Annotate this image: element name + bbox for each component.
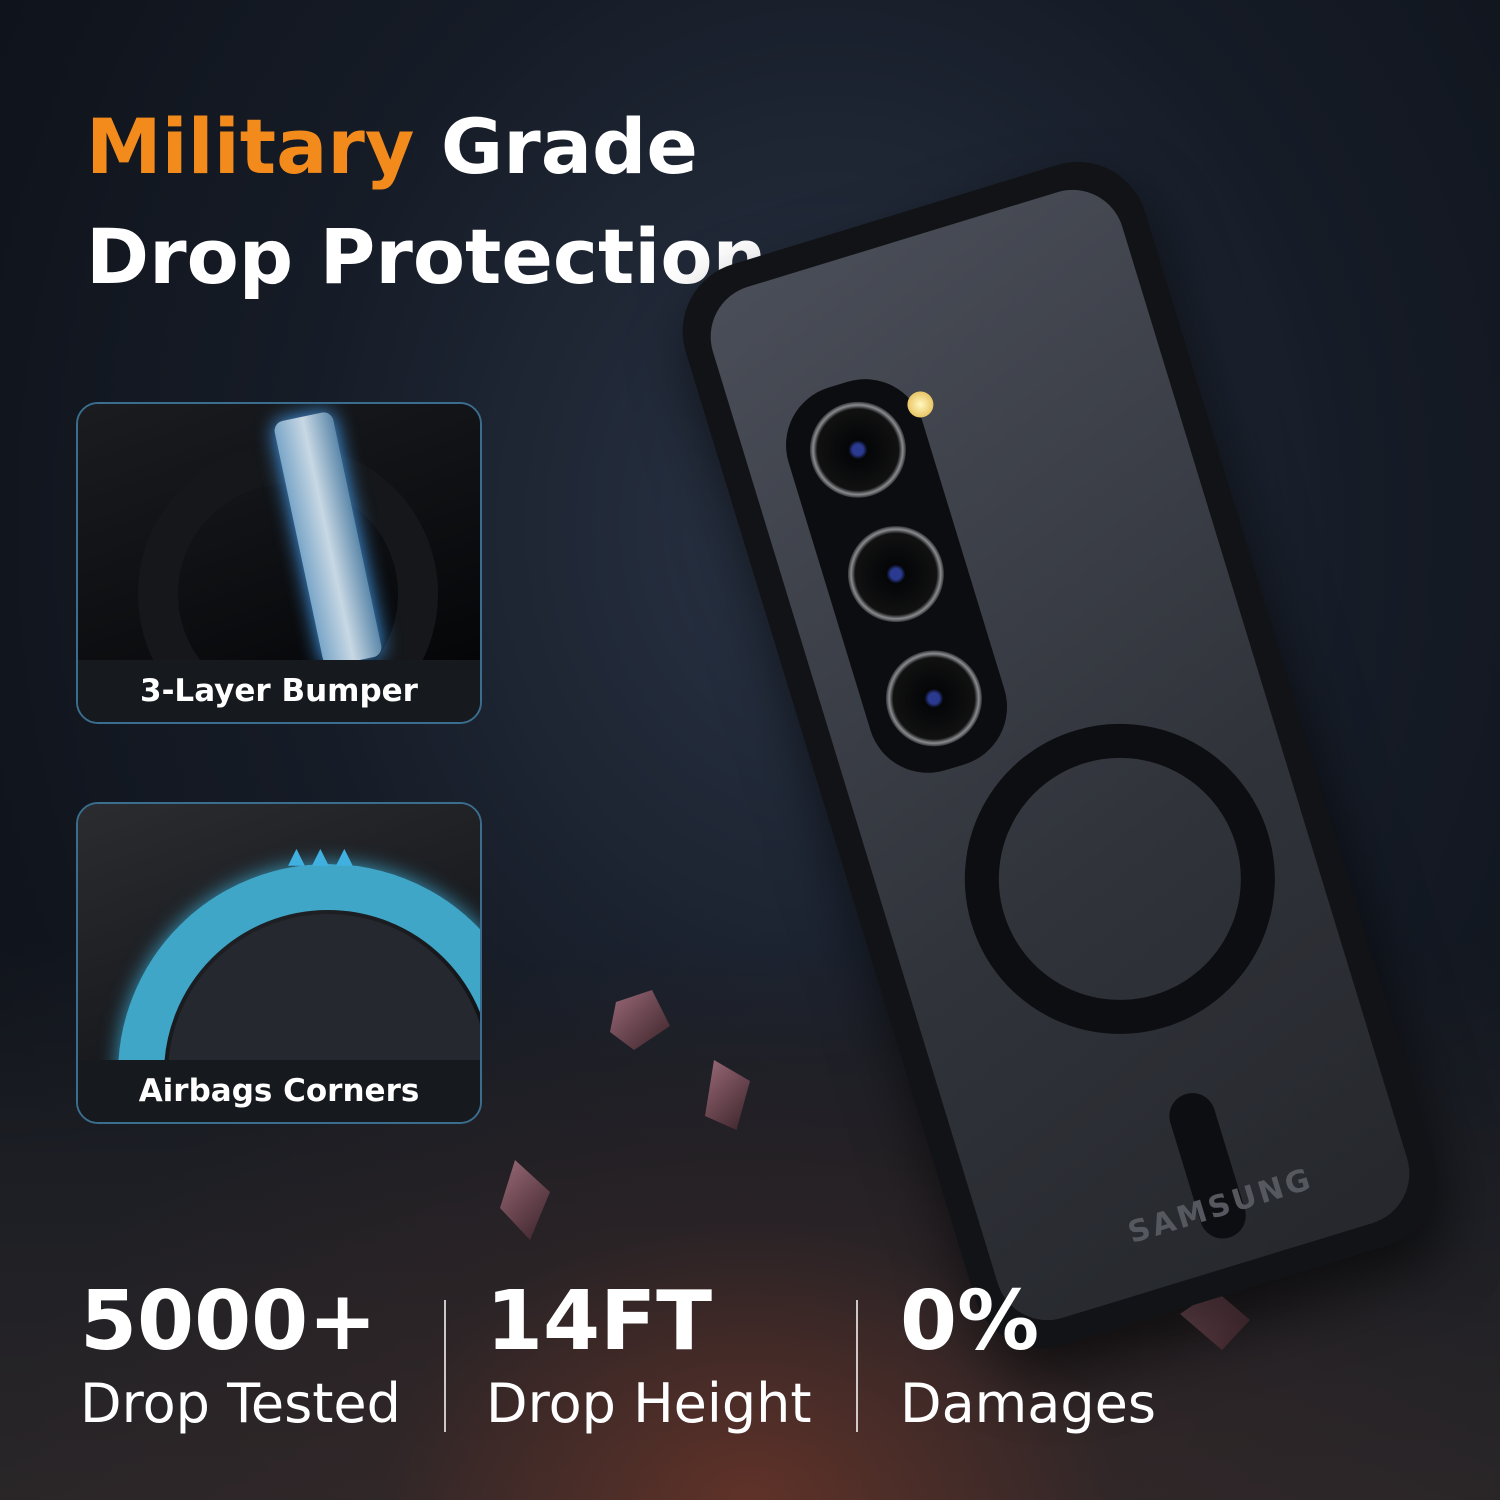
stat-value: 14FT — [486, 1274, 713, 1369]
feature-card-bumper: 3-Layer Bumper — [76, 402, 482, 724]
arrow-icon: ▲ ▲ ▲ — [288, 844, 353, 869]
stat-value: 5000+ — [80, 1274, 377, 1369]
stat-caption: Drop Tested — [80, 1372, 401, 1435]
headline-accent: Military — [86, 102, 415, 191]
stat-drop-height: 14FT Drop Height — [486, 1272, 812, 1436]
stat-damages: 0% Damages — [900, 1272, 1156, 1436]
airbag-corner-image: ▲ ▲ ▲ — [78, 804, 480, 1060]
feature-card-airbag: ▲ ▲ ▲ Airbags Corners — [76, 802, 482, 1124]
camera-lens-icon — [835, 514, 956, 634]
stat-caption: Damages — [900, 1372, 1156, 1435]
headline-line2: Drop Protection — [86, 212, 767, 301]
bumper-layers-image — [78, 404, 480, 660]
headline-line1: Grade — [414, 102, 698, 191]
stat-value: 0% — [900, 1274, 1040, 1369]
camera-lens-icon — [797, 389, 918, 510]
divider — [856, 1300, 858, 1432]
feature-label: 3-Layer Bumper — [78, 660, 480, 722]
feature-label: Airbags Corners — [78, 1060, 480, 1122]
stat-drop-tested: 5000+ Drop Tested — [80, 1272, 401, 1436]
headline: Military Grade Drop Protection — [86, 92, 767, 312]
camera-lens-icon — [874, 638, 994, 759]
camera-module — [771, 364, 1022, 788]
stat-caption: Drop Height — [486, 1372, 812, 1435]
divider — [444, 1300, 446, 1432]
